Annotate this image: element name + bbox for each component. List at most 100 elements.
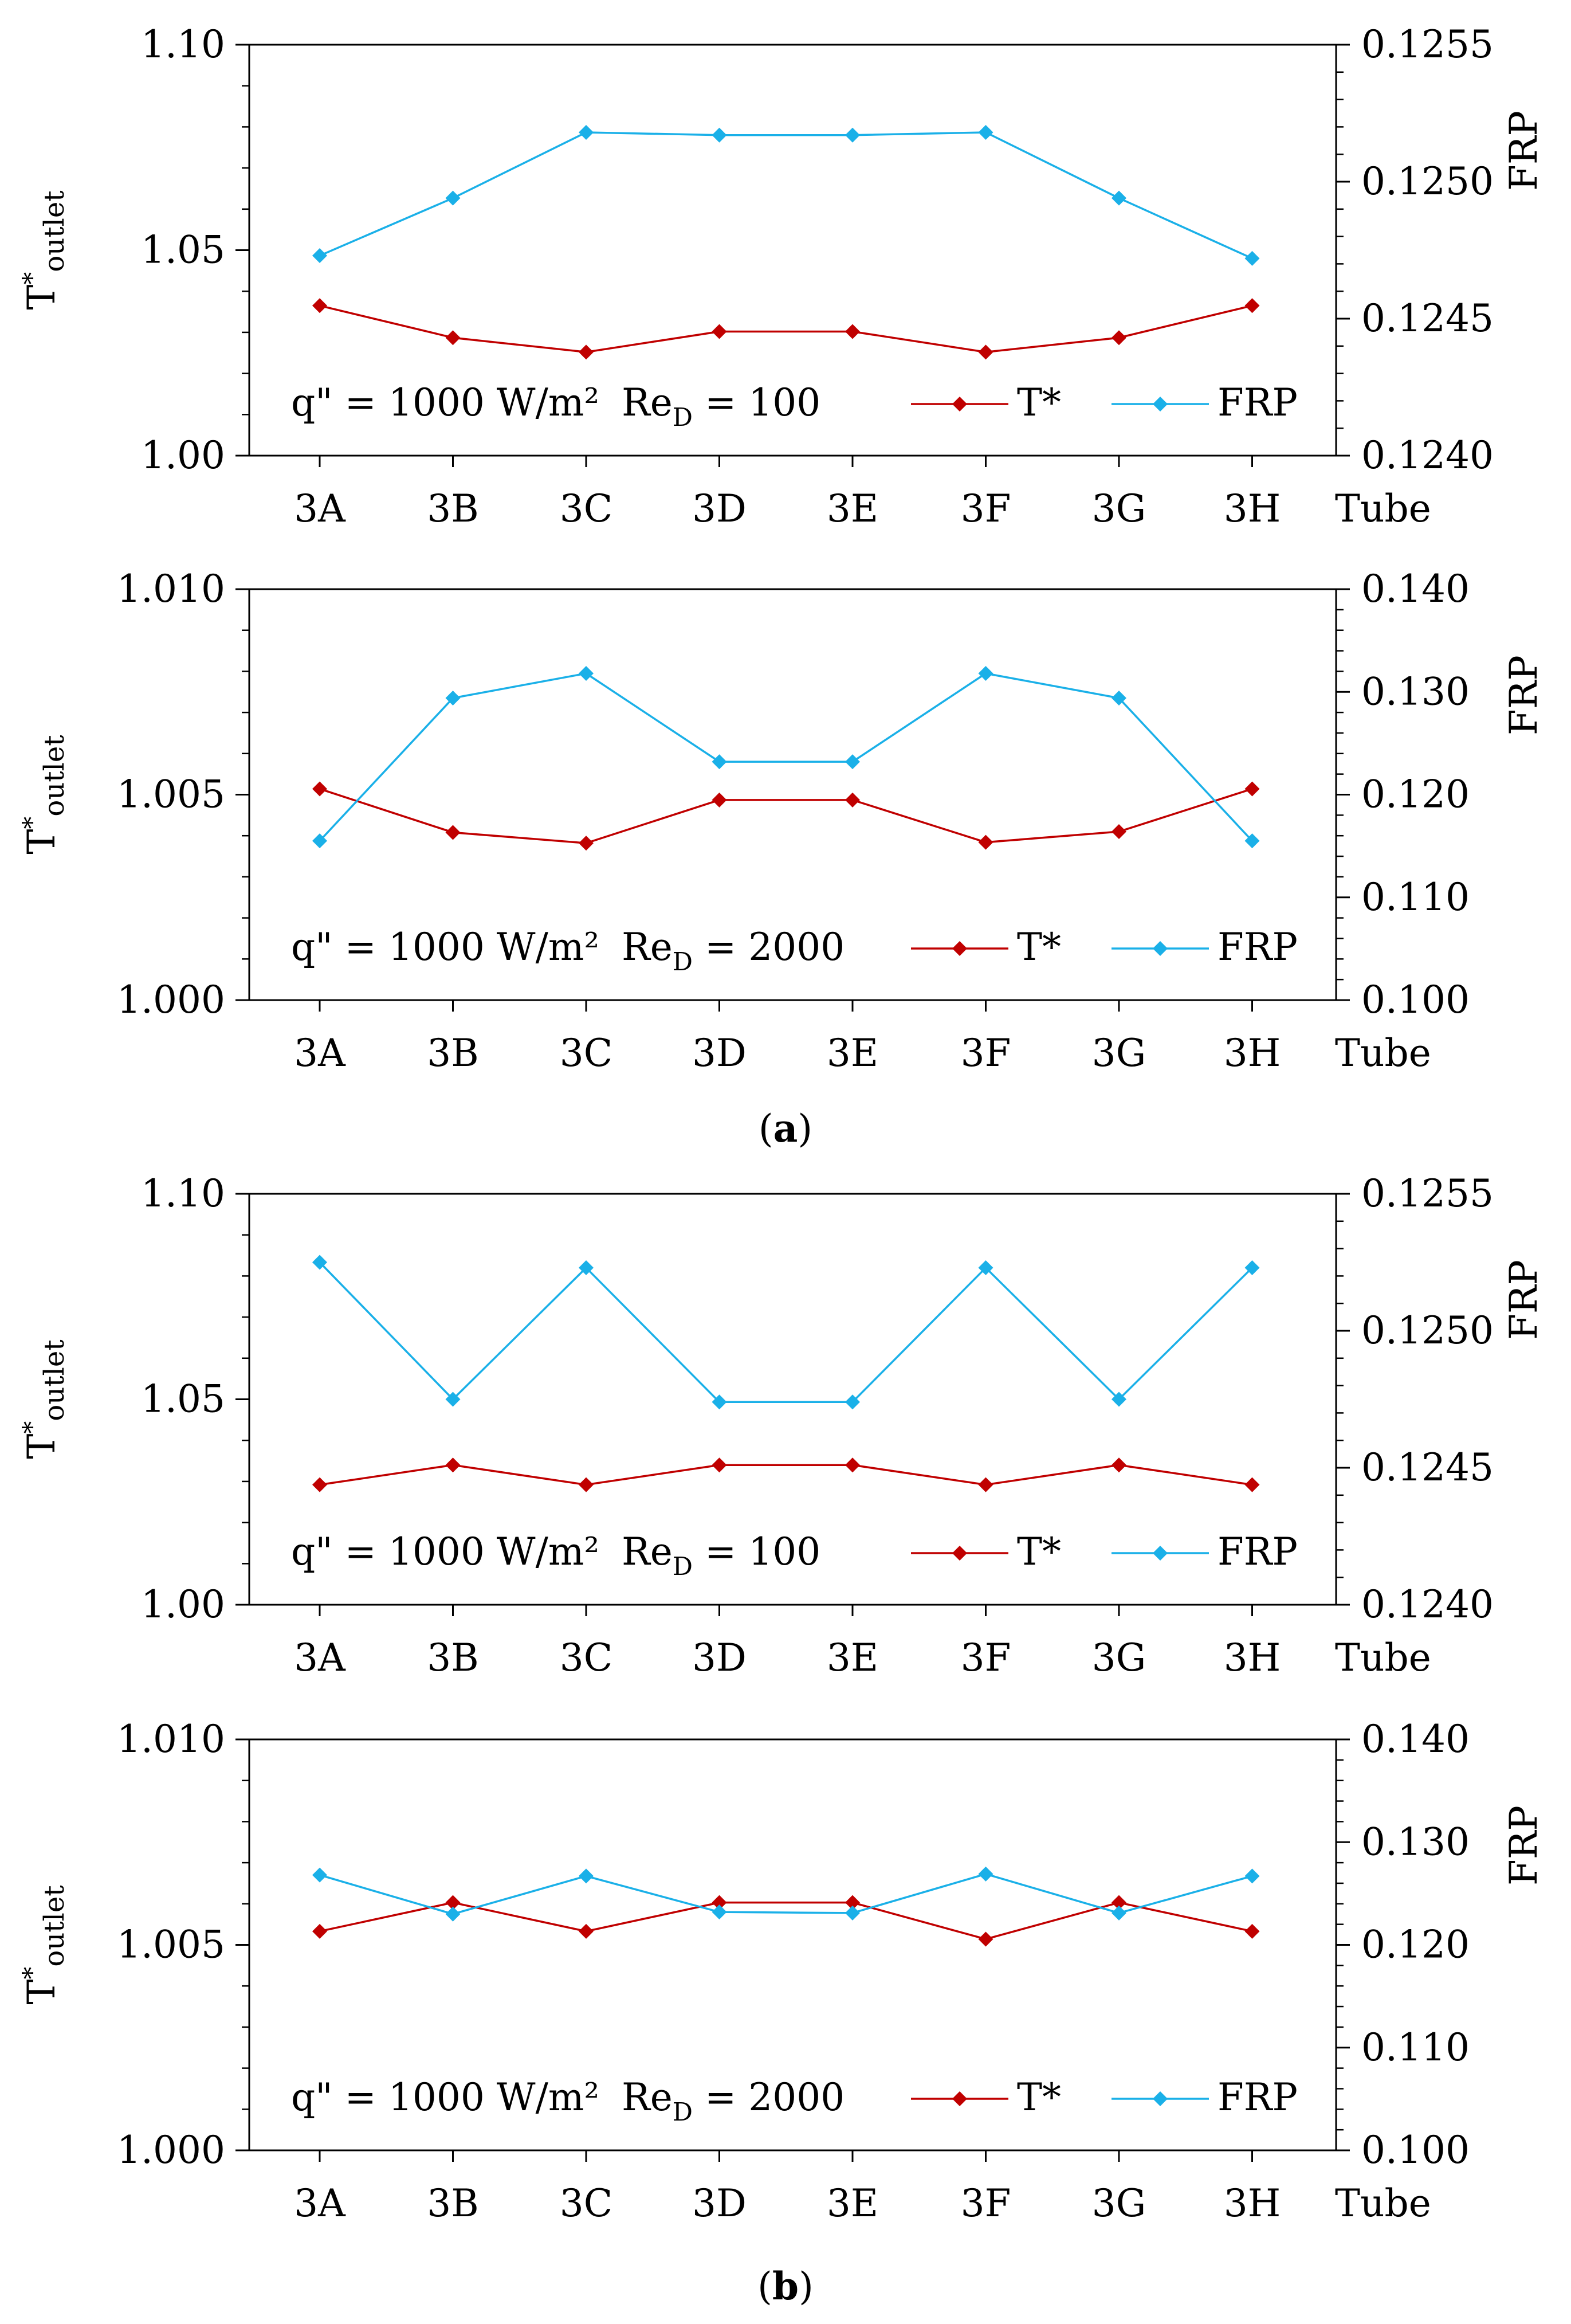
x-tick-label: 3A — [294, 487, 346, 531]
series-point-1-6 — [1112, 190, 1126, 206]
x-tick-label: 3C — [560, 1031, 613, 1075]
legend-label-1: FRP — [1217, 381, 1298, 425]
annotation-heat-flux: q" = 1000 W/m² — [291, 2075, 599, 2119]
x-tick-label: 3C — [560, 1636, 613, 1680]
series-point-1-3 — [712, 127, 727, 143]
x-axis-title: Tube — [1335, 1031, 1431, 1075]
series-point-0-1 — [445, 330, 461, 346]
annotation-heat-flux: q" = 1000 W/m² — [291, 925, 599, 969]
right-tick-label: 0.130 — [1361, 1820, 1470, 1864]
series-line-0 — [319, 1901, 1252, 1941]
x-tick-label: 3E — [827, 2181, 878, 2225]
series-point-1-4 — [845, 1905, 860, 1921]
caption-b: (b) — [757, 2264, 814, 2309]
series-point-0-3 — [712, 792, 727, 808]
series-point-1-6 — [1112, 1905, 1126, 1921]
x-tick-label: 3F — [961, 487, 1011, 531]
series-point-1-7 — [1244, 1868, 1260, 1884]
series-point-0-0 — [312, 298, 327, 313]
left-tick-label: 1.05 — [141, 1377, 225, 1421]
x-axis-title: Tube — [1335, 1636, 1431, 1680]
series-point-1-6 — [1112, 1392, 1126, 1407]
x-tick-label: 3A — [294, 1636, 346, 1680]
series-point-1-0 — [312, 833, 327, 849]
series-point-1-1 — [445, 190, 461, 206]
left-tick-label: 1.00 — [141, 1582, 225, 1627]
right-axis-title: FRP — [1502, 655, 1546, 735]
right-axis-title: FRP — [1502, 111, 1546, 191]
series-point-0-2 — [579, 1923, 594, 1939]
series-point-1-3 — [712, 1904, 727, 1920]
right-tick-label: 0.100 — [1361, 978, 1470, 1022]
x-tick-label: 3G — [1092, 1031, 1146, 1075]
series-point-1-5 — [978, 1260, 993, 1276]
x-tick-label: 3B — [427, 1031, 479, 1075]
right-tick-label: 0.100 — [1361, 2128, 1470, 2172]
x-tick-label: 3B — [427, 2181, 479, 2225]
series-line-1 — [319, 131, 1253, 260]
legend-marker-1 — [1153, 1546, 1168, 1561]
x-tick-label: 3D — [692, 2181, 747, 2225]
annotation-reynolds: ReD = 2000 — [622, 925, 845, 977]
right-tick-label: 0.1245 — [1361, 296, 1494, 340]
series-line-0 — [319, 787, 1253, 844]
series-point-0-2 — [579, 1477, 594, 1492]
legend-marker-0 — [952, 1546, 967, 1561]
series-point-0-6 — [1112, 1895, 1126, 1910]
series-point-1-5 — [978, 665, 993, 681]
left-tick-label: 1.05 — [141, 228, 225, 272]
x-tick-label: 3H — [1224, 1636, 1281, 1680]
annotation-reynolds: ReD = 100 — [622, 381, 820, 432]
series-point-1-2 — [579, 1868, 594, 1884]
series-point-1-0 — [312, 248, 327, 264]
left-tick-label: 1.000 — [117, 2128, 225, 2172]
series-point-1-3 — [712, 754, 727, 770]
series-point-1-1 — [445, 1392, 461, 1407]
x-tick-label: 3D — [692, 1031, 747, 1075]
series-line-1 — [319, 1261, 1253, 1404]
series-point-0-0 — [312, 781, 327, 797]
legend-label-0: T* — [1017, 2075, 1061, 2119]
series-line-0 — [319, 304, 1252, 354]
series-point-0-2 — [579, 344, 594, 360]
series-point-1-5 — [978, 124, 993, 140]
x-tick-label: 3A — [294, 2181, 346, 2225]
x-axis-title: Tube — [1335, 2181, 1431, 2225]
series-point-0-4 — [845, 1895, 860, 1910]
series-point-1-1 — [445, 691, 461, 706]
x-tick-label: 3F — [961, 2181, 1011, 2225]
series-point-1-4 — [845, 127, 860, 143]
annotation-reynolds: ReD = 100 — [622, 1530, 820, 1581]
legend-label-0: T* — [1017, 1530, 1061, 1574]
right-tick-label: 0.1250 — [1361, 159, 1494, 203]
series-point-0-3 — [712, 1457, 727, 1473]
left-axis-title: T*outlet — [18, 1339, 70, 1459]
x-tick-label: 3H — [1224, 487, 1281, 531]
legend-label-0: T* — [1017, 381, 1061, 425]
right-tick-label: 0.1250 — [1361, 1308, 1494, 1353]
series-point-0-0 — [312, 1477, 327, 1492]
series-point-0-1 — [445, 1457, 461, 1473]
legend-label-0: T* — [1017, 925, 1061, 969]
legend-marker-0 — [952, 941, 967, 956]
series-point-0-5 — [978, 1477, 993, 1492]
x-tick-label: 3A — [294, 1031, 346, 1075]
right-tick-label: 0.120 — [1361, 773, 1470, 817]
series-point-1-1 — [445, 1906, 461, 1922]
series-line-1 — [319, 672, 1253, 842]
right-tick-label: 0.120 — [1361, 1923, 1470, 1967]
annotation-reynolds: ReD = 2000 — [622, 2075, 845, 2127]
series-point-1-7 — [1244, 1260, 1260, 1276]
series-point-0-3 — [712, 324, 727, 339]
x-tick-label: 3B — [427, 1636, 479, 1680]
x-tick-label: 3G — [1092, 1636, 1146, 1680]
series-point-0-5 — [978, 344, 993, 360]
series-point-0-4 — [845, 1457, 860, 1473]
series-point-1-7 — [1244, 833, 1260, 849]
x-tick-label: 3H — [1224, 2181, 1281, 2225]
series-point-1-4 — [845, 754, 860, 770]
chart-panel-2: 1.000 1.005 1.010 0.100 0.110 0.120 0.130 0.140… — [18, 567, 1546, 1075]
left-tick-label: 1.000 — [117, 978, 225, 1022]
left-tick-label: 1.005 — [117, 1923, 225, 1967]
